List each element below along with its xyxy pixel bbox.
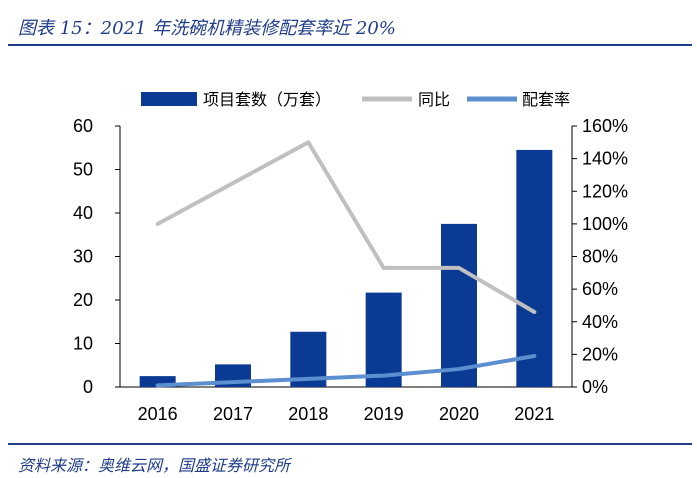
x-tick-label: 2018 [288,404,328,424]
y-right-tick-label: 40% [582,312,618,332]
line-yoy [155,140,537,314]
y-right-tick-label: 60% [582,279,618,299]
legend-swatch-bar [141,92,197,106]
legend: 项目套数（万套） 同比 配套率 [141,90,570,109]
x-tick-label: 2016 [138,404,178,424]
y-right-tick-label: 80% [582,247,618,267]
axes: 0 10 20 30 40 50 60 0% 20% 40% 60% 80% 100% 120% 140% 1… [73,116,628,424]
y-left-tick-label: 10 [73,334,93,354]
source-note: 资料来源：奥维云网，国盛证券研究所 [18,456,291,475]
legend-label-rate: 配套率 [522,90,570,109]
legend-label-yoy: 同比 [418,90,450,109]
y-left-tick-label: 40 [73,203,93,223]
legend-label-bar: 项目套数（万套） [203,90,331,109]
x-tick-label: 2017 [213,404,253,424]
y-right-tick-label: 140% [582,149,628,169]
bar [139,376,176,387]
bar [365,292,402,387]
figure-caption: 图表 15：2021 年洗碗机精装修配套率近 20% [18,18,396,39]
bars [139,149,553,387]
bottom-rule [8,443,692,445]
y-left-tick-label: 30 [73,247,93,267]
y-right-tick-label: 120% [582,181,628,201]
y-left-tick-label: 50 [73,160,93,180]
y-right-tick-label: 0% [582,377,608,397]
y-right-tick-label: 160% [582,116,628,136]
bar [516,149,553,387]
x-tick-label: 2019 [364,404,404,424]
y-left-tick-label: 60 [73,116,93,136]
y-right-tick-label: 20% [582,344,618,364]
lines [155,140,537,388]
x-tick-label: 2021 [514,404,554,424]
top-rule [8,44,692,46]
line-rate [155,354,537,388]
bar [441,223,477,387]
y-left-tick-label: 20 [73,290,93,310]
x-tick-label: 2020 [439,404,479,424]
y-left-tick-label: 0 [83,377,93,397]
y-right-tick-label: 100% [582,214,628,234]
